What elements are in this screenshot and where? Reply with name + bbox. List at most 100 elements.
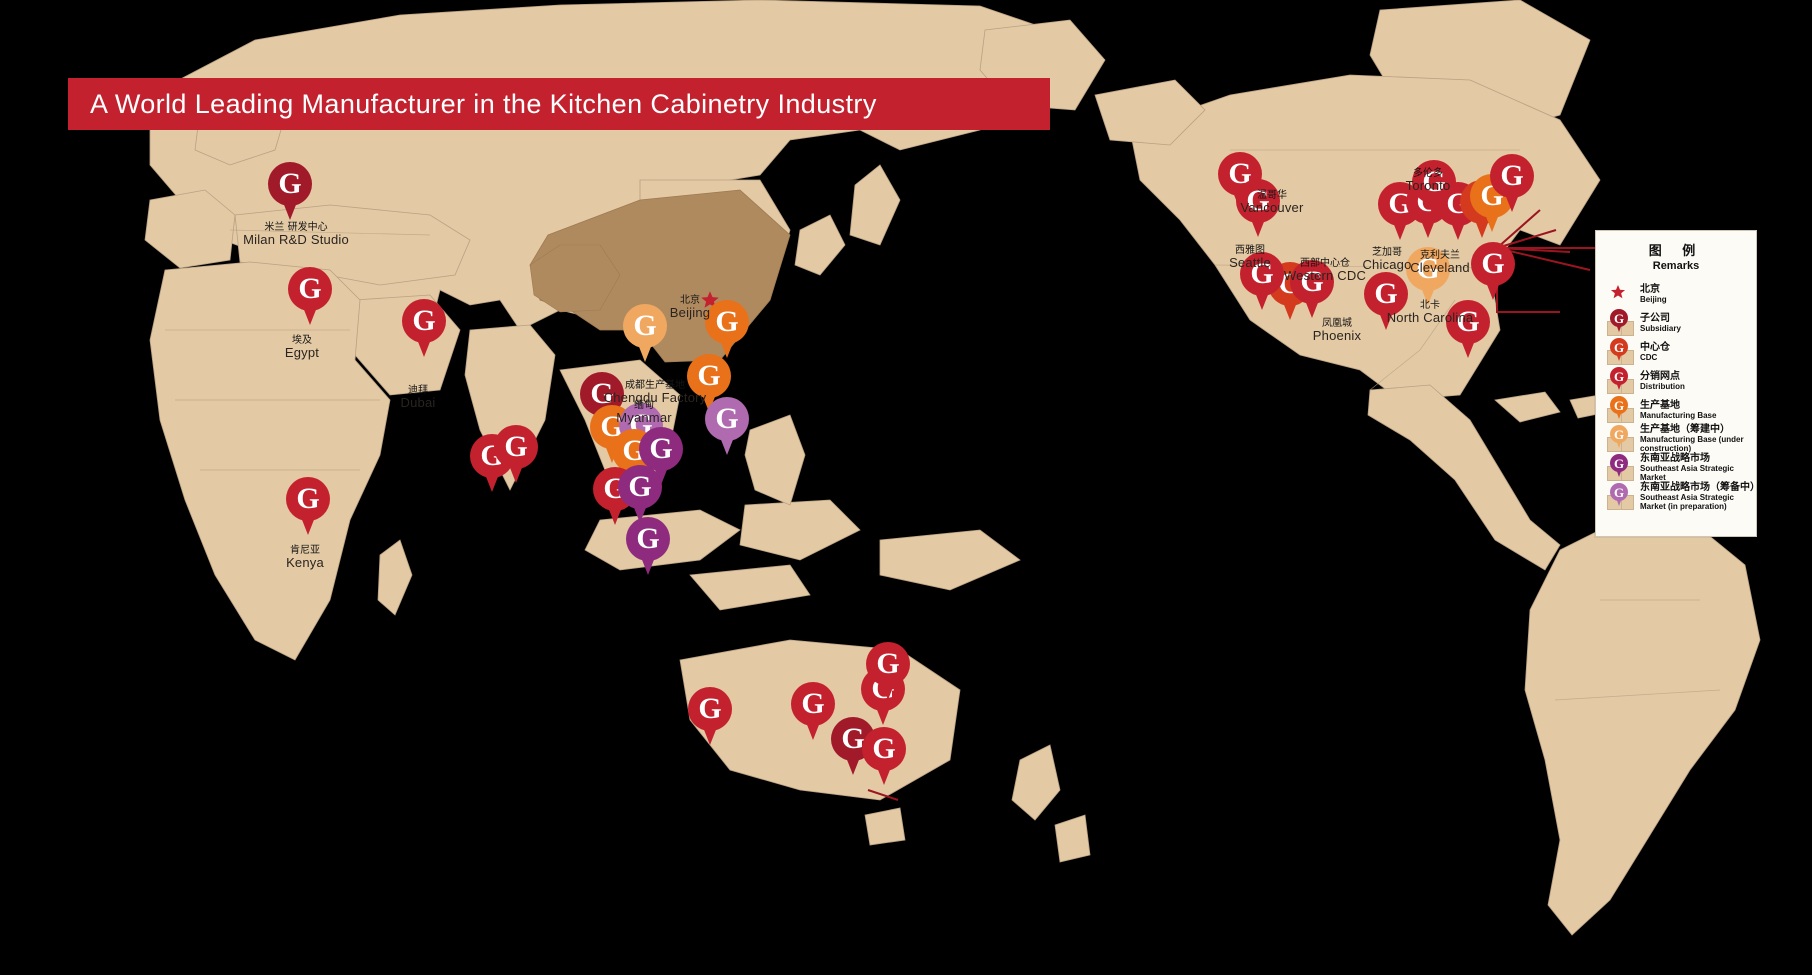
map-pin-australia-newcastle[interactable]: G [862,727,906,785]
legend-label-cn: 生产基地 [1640,399,1680,411]
legend-label-en: Southeast Asia Strategic Market [1640,464,1734,482]
map-pin-atlanta[interactable]: G [1471,242,1515,300]
pin-letter-g: G [633,309,657,342]
pin-head-icon [494,425,538,469]
pin-letter-g: G [1246,184,1270,217]
map-pin-philippines-sea[interactable]: G [705,397,749,455]
map-pin-china-east-mfg[interactable]: G [705,300,749,358]
map-pin-australia-perth[interactable]: G [688,687,732,745]
pin-letter-g: G [1374,277,1398,310]
map-pin-egypt[interactable]: G [288,267,332,325]
pin-head-icon [1610,483,1628,501]
map-pin-seattle[interactable]: G [1236,179,1280,237]
pin-head-icon [402,299,446,343]
map-pin-chicago-1[interactable]: G [1378,182,1422,240]
pin-letter-g: G [504,430,528,463]
map-pin-china-south-mfg[interactable]: G [687,354,731,412]
pin-letter-g: G [872,732,896,765]
legend-label-en: Distribution [1640,381,1685,391]
pin-head-icon [862,727,906,771]
pin-head-icon [705,397,749,441]
map-pin-california[interactable]: G [1240,252,1284,310]
map-pin-chengdu-factory[interactable]: G [623,304,667,362]
map-pin-vietnam-sea[interactable]: G [639,427,683,485]
legend-label: 生产基地 Manufacturing Base [1636,400,1716,420]
legend-label-cn: 子公司 [1640,312,1670,324]
pin-head-icon [866,642,910,686]
map-pin-singapore-sea[interactable]: G [618,465,662,523]
pin-head-icon [623,304,667,348]
legend-icon-wrap: G [1602,308,1636,337]
pin-head-icon [1290,260,1334,304]
legend-label: 东南亚战略市场 Southeast Asia Strategic Market [1636,453,1756,482]
map-pin-north-carolina[interactable]: G [1406,247,1450,305]
pin-head-icon [1446,300,1490,344]
legend-icon-wrap: G [1602,337,1636,366]
legend-icon-wrap: G [1602,395,1636,424]
map-pin-icon: G [1610,309,1628,333]
map-pin-phoenix[interactable]: G [1364,272,1408,330]
map-pin-australia-brisbane[interactable]: G [866,642,910,700]
legend-icon-wrap: G [1602,482,1636,511]
pin-head-icon [1364,272,1408,316]
legend-row-1[interactable]: G 子公司 Subsidiary [1602,308,1756,337]
pin-head-icon [1610,425,1628,443]
legend-row-0[interactable]: 北京 Beijing [1602,279,1756,308]
pin-head-icon [688,687,732,731]
pin-head-icon [1406,247,1450,291]
legend-row-4[interactable]: G 生产基地 Manufacturing Base [1602,395,1756,424]
pin-head-icon [1471,242,1515,286]
pin-head-icon [1240,252,1284,296]
page-title: A World Leading Manufacturer in the Kitc… [90,88,877,119]
legend-row-6[interactable]: G 东南亚战略市场 Southeast Asia Strategic Market [1602,453,1756,482]
pin-letter-g: G [1613,339,1625,355]
pin-letter-g: G [628,470,652,503]
map-pin-milan-rd-studio[interactable]: G [268,162,312,220]
legend-label: 中心仓 CDC [1636,342,1670,362]
legend-row-5[interactable]: G 生产基地（筹建中） Manufacturing Base (under cons… [1602,424,1756,453]
pin-letter-g: G [590,377,614,410]
legend-panel: 图 例 Remarks 北京 Beijing G 子公司 Subsidiary G 中心仓 C… [1595,230,1757,537]
legend-label-en: Subsidiary [1640,323,1681,333]
pin-letter-g: G [1613,397,1625,413]
pin-head-icon [1610,309,1628,327]
pin-letter-g: G [636,522,660,555]
map-pin-india-south[interactable]: G [494,425,538,483]
map-pin-australia-adelaide[interactable]: G [791,682,835,740]
legend-row-3[interactable]: G 分销网点 Distribution [1602,366,1756,395]
legend-label-en: Manufacturing Base (under construction) [1640,435,1744,453]
map-pin-western-cdc-2[interactable]: G [1290,260,1334,318]
map-pin-new-england[interactable]: G [1490,154,1534,212]
legend-label: 子公司 Subsidiary [1636,313,1681,333]
legend-row-7[interactable]: G 东南亚战略市场（筹备中） Southeast Asia Strategic Ma… [1602,482,1756,511]
legend-label: 东南亚战略市场（筹备中） Southeast Asia Strategic Mar… [1636,482,1756,511]
map-pin-dubai[interactable]: G [402,299,446,357]
legend-label: 北京 Beijing [1636,284,1667,304]
legend-label: 生产基地（筹建中） Manufacturing Base (under const… [1636,424,1756,453]
map-pin-indonesia-sea[interactable]: G [626,517,670,575]
legend-row-2[interactable]: G 中心仓 CDC [1602,337,1756,366]
map-pin-florida[interactable]: G [1446,300,1490,358]
map-pin-icon: G [1610,454,1628,478]
legend-label-cn: 分销网点 [1640,370,1680,382]
pin-head-icon [687,354,731,398]
pin-head-icon [268,162,312,206]
pin-head-icon [639,427,683,471]
pin-head-icon [618,465,662,509]
pin-letter-g: G [1613,426,1625,442]
map-pin-kenya[interactable]: G [286,477,330,535]
legend-label-en: CDC [1640,352,1658,362]
legend-label-cn: 中心仓 [1640,341,1670,353]
legend-icon-wrap [1602,279,1636,308]
legend-label-en: Southeast Asia Strategic Market (in prep… [1640,493,1734,511]
legend-label: 分销网点 Distribution [1636,371,1685,391]
pin-letter-g: G [1300,265,1324,298]
pin-letter-g: G [1613,368,1625,384]
pin-letter-g: G [876,647,900,680]
pin-head-icon [288,267,332,311]
pin-letter-g: G [1250,257,1274,290]
pin-head-icon [1610,454,1628,472]
legend-icon-wrap: G [1602,453,1636,482]
